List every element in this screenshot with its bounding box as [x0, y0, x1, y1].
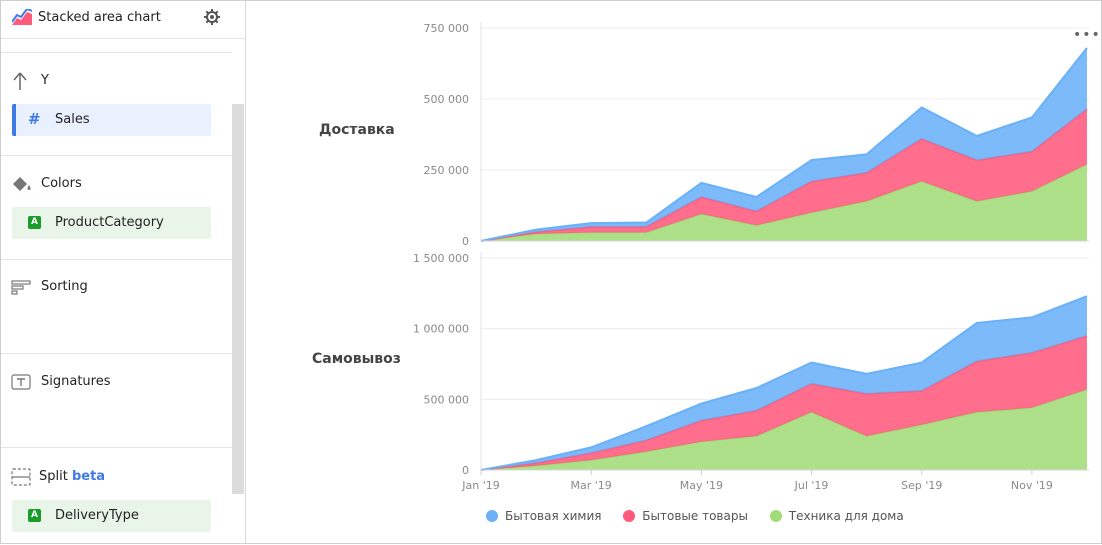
x-tick-label: May '19: [680, 479, 723, 492]
divider: [1, 353, 232, 354]
chart-type-title[interactable]: Stacked area chart: [38, 10, 161, 25]
x-tick-label: Jul '19: [794, 479, 829, 492]
arrow-up-icon: [11, 71, 29, 95]
text-label-icon: [11, 374, 31, 394]
y-tick-label: 500 000: [424, 93, 470, 106]
y-field-label: Sales: [55, 112, 90, 127]
section-title-y: Y: [41, 73, 49, 88]
legend-item-household-goods[interactable]: Бытовые товары: [623, 509, 748, 523]
y-tick-label: 500 000: [424, 393, 470, 406]
section-title-colors: Colors: [41, 176, 82, 191]
sidebar: Stacked area chart Y: [1, 1, 246, 543]
legend-label: Бытовая химия: [505, 509, 602, 523]
sidebar-header: Stacked area chart: [1, 1, 245, 39]
legend-dot: [769, 510, 782, 522]
area-series-2: [481, 47, 1087, 242]
y-tick-label: 0: [462, 464, 469, 477]
y-tick-label: 750 000: [424, 22, 470, 35]
x-tick-label: Mar '19: [571, 479, 612, 492]
split-field-chip[interactable]: A DeliveryType: [12, 500, 211, 532]
y-tick-label: 1 500 000: [413, 252, 469, 265]
section-title-split: Split beta: [39, 469, 105, 484]
legend-dot: [486, 510, 498, 522]
split-field-label: DeliveryType: [55, 508, 139, 523]
area-series-0: [481, 389, 1087, 470]
string-type-icon: A: [28, 509, 41, 522]
x-tick-label: Sep '19: [901, 479, 942, 492]
x-tick-label: Nov '19: [1011, 479, 1053, 492]
legend-label: Бытовые товары: [642, 509, 748, 523]
area-series-line-2: [480, 295, 1088, 471]
section-title-signatures: Signatures: [41, 374, 111, 389]
divider: [1, 259, 232, 260]
area-series-line-2: [480, 47, 1088, 242]
chart-legend: Бытовая химия Бытовые товары Техника для…: [486, 509, 922, 523]
chip-accent-bar: [12, 104, 16, 136]
sidebar-scrollbar[interactable]: [232, 104, 244, 494]
y-tick-label: 0: [462, 235, 469, 248]
more-options-icon[interactable]: •••: [1073, 27, 1101, 43]
number-hash-icon: #: [28, 110, 41, 128]
section-title-sorting: Sorting: [41, 279, 88, 294]
area-series-0: [481, 164, 1087, 241]
divider: [1, 447, 232, 448]
beta-badge: beta: [71, 469, 106, 484]
legend-item-home-appliances[interactable]: Техника для дома: [769, 509, 904, 523]
legend-item-household-chemicals[interactable]: Бытовая химия: [486, 509, 601, 523]
sort-icon: [11, 280, 31, 300]
area-series-1: [481, 108, 1087, 242]
colors-field-chip[interactable]: A ProductCategory: [12, 207, 211, 239]
legend-dot: [623, 510, 636, 522]
x-tick-label: Jan '19: [461, 479, 499, 492]
stacked-area-chart-icon: [11, 7, 33, 31]
split-label-pickup: Самовывоз: [312, 351, 401, 367]
split-title: Split: [39, 469, 68, 484]
legend-label: Техника для дома: [788, 509, 904, 523]
y-tick-label: 1 000 000: [413, 323, 469, 336]
y-tick-label: 250 000: [424, 164, 470, 177]
y-field-chip[interactable]: # Sales: [12, 104, 211, 136]
string-type-icon: A: [28, 216, 41, 229]
paint-bucket-icon: [11, 175, 33, 197]
area-series-2: [481, 296, 1087, 470]
split-label-delivery: Доставка: [319, 122, 395, 138]
area-series-1: [481, 335, 1087, 470]
split-icon: [11, 468, 31, 490]
divider: [1, 155, 232, 156]
divider: [1, 52, 232, 53]
colors-field-label: ProductCategory: [55, 215, 164, 230]
gear-icon[interactable]: [203, 8, 221, 30]
